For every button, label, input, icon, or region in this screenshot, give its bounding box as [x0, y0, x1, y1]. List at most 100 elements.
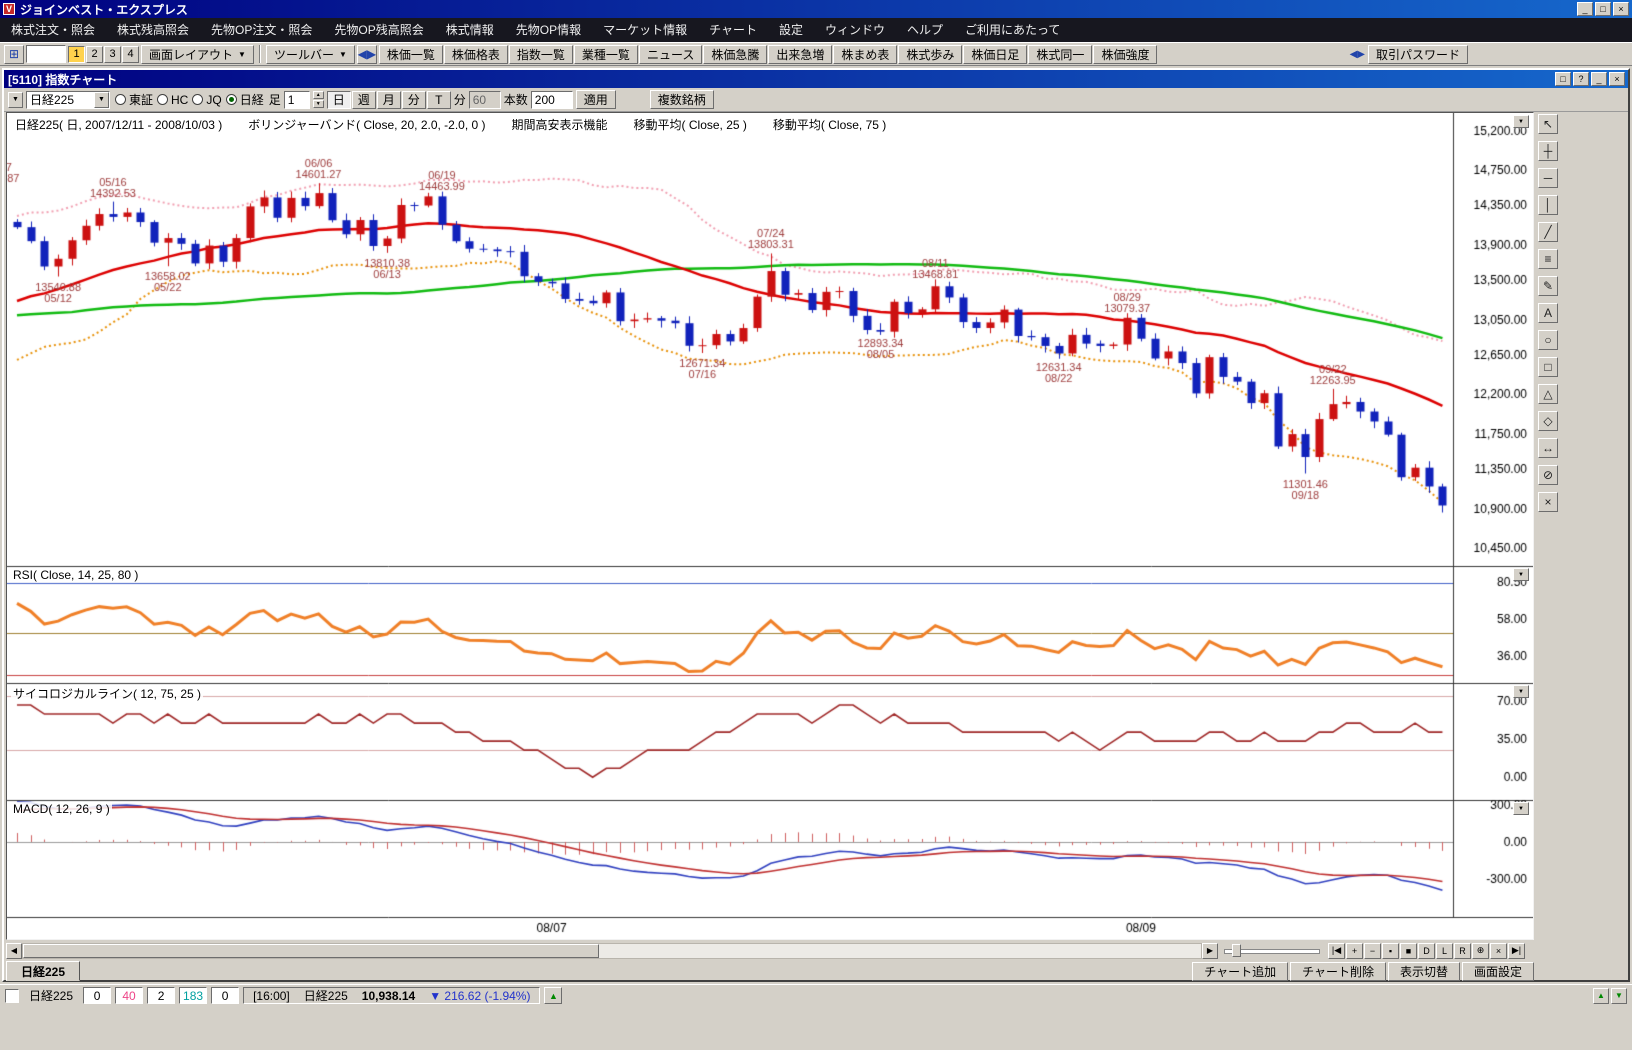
panes-toggle-icon[interactable]: ◀▶: [356, 44, 377, 64]
scroll-end-button[interactable]: ▶|: [1508, 942, 1525, 959]
pointer-tool-icon[interactable]: ↖: [1538, 114, 1558, 134]
screen-layout-button[interactable]: 画面レイアウト ▼: [141, 44, 254, 64]
quick-button-9[interactable]: 株式歩み: [898, 44, 963, 64]
menu-item-3[interactable]: 先物OP注文・照会: [211, 23, 313, 37]
scroll-start-button[interactable]: |◀: [1328, 942, 1345, 959]
maximize-button[interactable]: □: [1595, 2, 1611, 16]
multi-symbol-button[interactable]: 複数銘柄: [649, 90, 714, 109]
toolbar-quick-input[interactable]: [26, 45, 66, 63]
quick-button-8[interactable]: 株まめ表: [833, 44, 898, 64]
bar-width-small-button[interactable]: ▪: [1382, 942, 1399, 959]
screen-settings-button[interactable]: 画面設定: [1461, 962, 1534, 981]
main-panel-menu-button[interactable]: ▼: [1513, 115, 1529, 128]
symbol-dropdown-icon[interactable]: ▼: [94, 91, 109, 108]
window-layout-icon[interactable]: ⊞: [4, 44, 24, 64]
psychological-panel-menu-button[interactable]: ▼: [1513, 685, 1529, 698]
display-toggle-button[interactable]: 表示切替: [1387, 962, 1460, 981]
quick-button-7[interactable]: 出来急増: [768, 44, 833, 64]
stepper-up-icon[interactable]: ▲: [312, 91, 324, 99]
menu-item-5[interactable]: 株式情報: [445, 23, 494, 37]
market-radio-4[interactable]: 日経: [225, 91, 264, 108]
bar-width-large-button[interactable]: ■: [1400, 942, 1417, 959]
symbol-combobox[interactable]: 日経225 ▼: [26, 90, 110, 109]
menu-item-8[interactable]: チャート: [709, 23, 757, 37]
restore-window-button[interactable]: □: [1555, 72, 1571, 86]
quick-button-10[interactable]: 株価日足: [963, 44, 1028, 64]
close-zoom-button[interactable]: ×: [1490, 942, 1507, 959]
triangle-tool-icon[interactable]: △: [1538, 384, 1558, 404]
close-button[interactable]: ×: [1613, 2, 1629, 16]
minimize-window-button[interactable]: _: [1591, 72, 1607, 86]
crosshair-tool-icon[interactable]: ┼: [1538, 141, 1558, 161]
erase-tool-icon[interactable]: ⊘: [1538, 465, 1558, 485]
quick-button-4[interactable]: 業種一覧: [573, 44, 638, 64]
status-up-button[interactable]: ▲: [1593, 987, 1609, 1004]
day-mode-button[interactable]: D: [1418, 942, 1435, 959]
bar-interval-input[interactable]: [283, 90, 310, 109]
text-tool-icon[interactable]: A: [1538, 303, 1558, 323]
quick-button-6[interactable]: 株価急騰: [703, 44, 768, 64]
chart-add-button[interactable]: チャート追加: [1192, 962, 1289, 981]
zoom-select-button[interactable]: ⊕: [1472, 942, 1489, 959]
quick-button-11[interactable]: 株式同一: [1028, 44, 1093, 64]
close-tool-icon[interactable]: ×: [1538, 492, 1558, 512]
period-button-3[interactable]: 月: [376, 90, 401, 109]
toolbar-menu-button[interactable]: ツールバー ▼: [265, 44, 355, 64]
menu-item-2[interactable]: 株式残高照会: [117, 23, 190, 37]
zoom-out-button[interactable]: −: [1364, 942, 1381, 959]
menu-item-12[interactable]: ご利用にあたって: [965, 23, 1061, 37]
menu-item-9[interactable]: 設定: [778, 23, 803, 37]
market-radio-2[interactable]: HC: [157, 93, 188, 107]
trade-password-button[interactable]: 取引パスワード: [1367, 44, 1468, 64]
bar-interval-stepper[interactable]: ▲ ▼: [312, 91, 324, 108]
status-down-button[interactable]: ▼: [1611, 987, 1627, 1004]
left-scale-button[interactable]: L: [1436, 942, 1453, 959]
market-radio-3[interactable]: JQ: [192, 93, 222, 107]
status-checkbox[interactable]: [5, 988, 19, 1003]
zoom-slider-handle[interactable]: [1232, 943, 1241, 957]
quote-expand-button[interactable]: ▲: [544, 987, 563, 1004]
help-window-button[interactable]: ?: [1573, 72, 1589, 86]
close-window-button[interactable]: ×: [1609, 72, 1625, 86]
scrollbar-track[interactable]: [22, 942, 1202, 959]
menu-item-6[interactable]: 先物OP情報: [515, 23, 582, 37]
zoom-in-button[interactable]: +: [1346, 942, 1363, 959]
layout-preset-1-button[interactable]: 1: [68, 45, 85, 63]
zoom-slider[interactable]: [1224, 943, 1320, 959]
rectangle-tool-icon[interactable]: □: [1538, 357, 1558, 377]
period-button-5[interactable]: T: [426, 90, 451, 109]
ellipse-tool-icon[interactable]: ○: [1538, 330, 1558, 350]
diamond-tool-icon[interactable]: ◇: [1538, 411, 1558, 431]
period-button-4[interactable]: 分: [401, 90, 426, 109]
menu-item-7[interactable]: マーケット情報: [603, 23, 688, 37]
menu-item-4[interactable]: 先物OP残高照会: [334, 23, 424, 37]
pencil-tool-icon[interactable]: ✎: [1538, 276, 1558, 296]
tab-nikkei225[interactable]: 日経225: [6, 961, 81, 981]
rsi-panel-menu-button[interactable]: ▼: [1513, 568, 1529, 581]
macd-panel-menu-button[interactable]: ▼: [1513, 802, 1529, 815]
vertical-line-tool-icon[interactable]: │: [1538, 195, 1558, 215]
scroll-left-button[interactable]: ◀: [6, 942, 22, 959]
horizontal-line-tool-icon[interactable]: ─: [1538, 168, 1558, 188]
period-button-1[interactable]: 日: [326, 90, 351, 109]
layout-preset-3-button[interactable]: 3: [104, 45, 121, 63]
fibonacci-tool-icon[interactable]: ≡: [1538, 249, 1558, 269]
measure-tool-icon[interactable]: ↔: [1538, 438, 1558, 458]
period-button-2[interactable]: 週: [351, 90, 376, 109]
menu-item-1[interactable]: 株式注文・照会: [11, 23, 96, 37]
layout-preset-2-button[interactable]: 2: [86, 45, 103, 63]
price-chart-canvas[interactable]: [7, 113, 1533, 939]
quick-button-1[interactable]: 株価一覧: [378, 44, 443, 64]
right-scale-button[interactable]: R: [1454, 942, 1471, 959]
scroll-right-button[interactable]: ▶: [1202, 942, 1218, 959]
minimize-button[interactable]: _: [1577, 2, 1593, 16]
menu-item-11[interactable]: ヘルプ: [907, 23, 944, 37]
menu-item-10[interactable]: ウィンドウ: [825, 23, 886, 37]
scrollbar-thumb[interactable]: [23, 943, 599, 958]
bar-count-input[interactable]: [530, 90, 573, 109]
market-radio-1[interactable]: 東証: [115, 91, 153, 108]
quick-button-3[interactable]: 指数一覧: [508, 44, 573, 64]
layout-preset-4-button[interactable]: 4: [122, 45, 139, 63]
quick-button-2[interactable]: 株価格表: [443, 44, 508, 64]
trend-line-tool-icon[interactable]: ╱: [1538, 222, 1558, 242]
